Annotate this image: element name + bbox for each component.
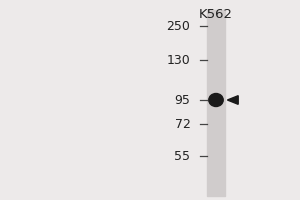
Ellipse shape: [209, 94, 223, 106]
Text: 95: 95: [175, 94, 190, 106]
Text: 130: 130: [167, 53, 190, 66]
Text: 72: 72: [175, 117, 190, 130]
Bar: [207, 10, 225, 196]
Text: 250: 250: [167, 20, 191, 32]
Text: K562: K562: [199, 8, 233, 21]
Text: 55: 55: [175, 150, 190, 162]
Polygon shape: [227, 96, 238, 104]
